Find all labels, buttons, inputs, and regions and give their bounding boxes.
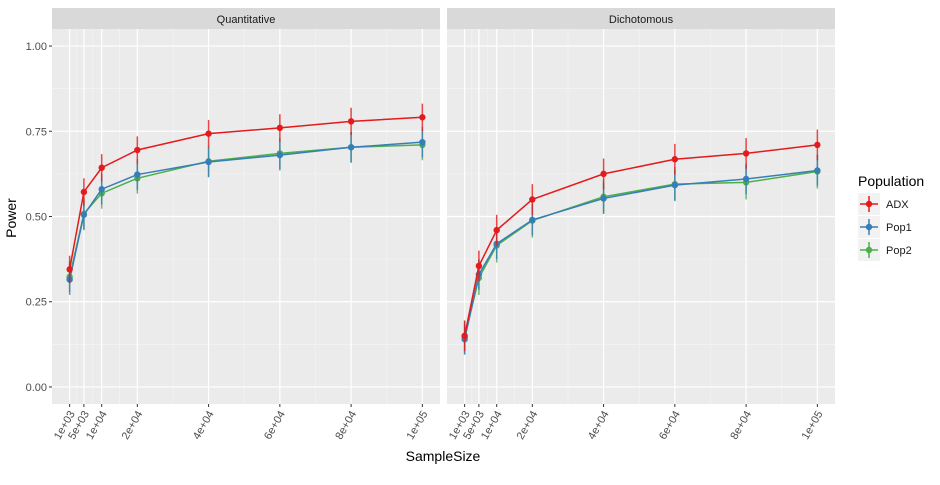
data-point — [66, 266, 73, 273]
data-point — [600, 195, 607, 202]
y-tick-label: 0.25 — [26, 297, 47, 309]
legend-label: ADX — [886, 199, 909, 211]
series-line — [463, 144, 818, 336]
facet-strip — [52, 8, 440, 29]
data-point — [742, 150, 750, 157]
x-tick-label: 4e+04 — [586, 409, 612, 442]
legend: Population ADX Pop1 Pop2 — [858, 173, 924, 261]
x-tick-label: 4e+04 — [191, 409, 217, 442]
legend-point — [865, 223, 873, 231]
y-axis-title: Power — [3, 198, 19, 238]
y-tick-label: 1.00 — [26, 41, 47, 53]
x-tick-label: 1e+05 — [800, 409, 826, 442]
data-point — [529, 196, 536, 203]
y-tick-label: 0.50 — [26, 212, 47, 224]
x-tick-label: 1e+05 — [405, 409, 431, 442]
data-point — [600, 170, 607, 178]
y-tick-label: 0.00 — [26, 382, 47, 394]
data-point — [134, 146, 141, 154]
legend-title: Population — [858, 173, 924, 189]
data-point — [814, 141, 821, 149]
series-adx — [66, 103, 426, 283]
data-point — [419, 138, 426, 146]
x-tick-label: 2e+04 — [120, 409, 146, 442]
legend-item-pop2: Pop2 — [858, 239, 912, 261]
legend-point — [865, 246, 873, 254]
data-point — [529, 216, 536, 224]
data-point — [671, 156, 679, 163]
data-point — [742, 175, 750, 183]
series-line — [68, 116, 423, 270]
x-tick-label: 8e+04 — [333, 409, 359, 442]
legend-point — [865, 200, 873, 208]
facet-strip-label: Quantitative — [217, 14, 276, 26]
data-point — [347, 144, 355, 151]
legend-label: Pop2 — [886, 245, 912, 257]
data-point — [276, 124, 284, 132]
data-point — [98, 164, 105, 171]
data-point — [80, 211, 88, 218]
x-axis-title: SampleSize — [406, 448, 481, 464]
series-adx — [461, 129, 821, 352]
data-point — [671, 181, 679, 189]
series-pop1 — [66, 126, 426, 295]
data-point — [205, 130, 212, 137]
legend-item-adx: ADX — [858, 193, 909, 215]
legend-label: Pop1 — [886, 222, 912, 234]
x-tick-label: 6e+04 — [262, 409, 288, 442]
x-tick-label: 6e+04 — [657, 409, 683, 442]
x-tick-label: 8e+04 — [728, 409, 754, 442]
facet-strip — [447, 8, 835, 29]
legend-item-pop1: Pop1 — [858, 216, 912, 238]
facet-strip-label: Dichotomous — [609, 14, 674, 26]
x-tick-label: 2e+04 — [515, 409, 541, 442]
series-line — [68, 141, 423, 280]
data-point — [276, 151, 284, 159]
data-point — [347, 118, 355, 125]
data-point — [814, 167, 821, 174]
data-point — [475, 262, 483, 270]
data-point — [205, 158, 212, 166]
data-point — [80, 188, 88, 196]
data-point — [134, 171, 141, 178]
series-line — [463, 169, 818, 340]
data-point — [493, 226, 500, 234]
data-point — [461, 332, 468, 340]
data-point — [419, 114, 426, 121]
data-point — [98, 186, 105, 193]
y-tick-label: 0.75 — [26, 126, 47, 138]
